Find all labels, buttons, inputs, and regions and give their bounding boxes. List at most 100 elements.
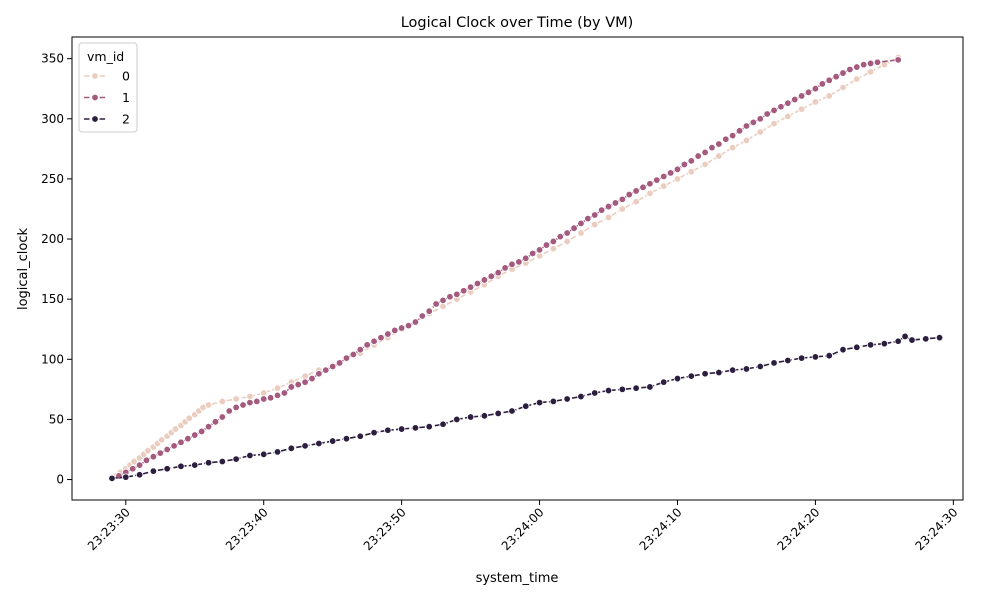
data-point-1-81 — [666, 169, 675, 177]
legend: vm_id 0 1 2 — [78, 42, 138, 133]
data-point-1-111 — [873, 58, 882, 66]
data-point-1-46 — [425, 307, 433, 315]
data-point-2-58 — [901, 332, 909, 341]
data-point-0-61 — [756, 128, 764, 136]
data-point-2-55 — [866, 341, 875, 349]
data-point-1-12 — [191, 431, 199, 439]
data-point-1-42 — [397, 324, 406, 332]
data-point-2-28 — [494, 409, 502, 418]
data-point-1-64 — [549, 237, 558, 246]
data-point-1-58 — [508, 260, 516, 268]
data-point-2-40 — [660, 378, 668, 386]
data-point-2-29 — [508, 407, 516, 415]
y-tick-label: 350 — [41, 52, 64, 66]
data-point-1-35 — [349, 350, 358, 359]
data-point-2-20 — [384, 426, 392, 434]
chart-title: Logical Clock over Time (by VM) — [401, 15, 634, 31]
data-point-0-5 — [130, 457, 138, 466]
data-point-2-4 — [163, 465, 171, 473]
data-point-1-85 — [694, 152, 702, 160]
data-point-1-98 — [784, 99, 792, 107]
data-point-2-53 — [839, 345, 847, 354]
data-point-2-27 — [480, 412, 489, 420]
x-axis-label: system_time — [476, 571, 559, 586]
data-point-1-59 — [515, 258, 523, 266]
data-point-1-80 — [660, 172, 668, 181]
y-axis: 0 50 100 150 200 250 300 350 — [41, 52, 72, 487]
data-point-1-73 — [611, 199, 620, 207]
data-point-1-33 — [335, 359, 344, 367]
data-point-0-70 — [880, 60, 889, 69]
data-point-1-112 — [894, 56, 902, 64]
data-point-0-14 — [171, 425, 180, 433]
data-point-1-66 — [563, 229, 571, 237]
data-point-0-59 — [728, 143, 737, 152]
y-tick-label: 250 — [41, 172, 64, 186]
data-point-2-46 — [742, 365, 751, 373]
data-point-1-49 — [446, 293, 454, 301]
data-point-2-15 — [315, 439, 323, 448]
data-point-2-25 — [453, 415, 461, 424]
data-point-1-84 — [687, 157, 695, 165]
data-point-0-22 — [218, 397, 227, 406]
data-point-1-10 — [177, 438, 185, 446]
data-point-1-25 — [280, 389, 289, 397]
data-point-1-30 — [315, 370, 323, 378]
data-point-1-50 — [453, 290, 461, 299]
data-point-2-39 — [646, 383, 654, 391]
data-point-0-28 — [301, 372, 309, 380]
data-point-1-52 — [466, 283, 475, 291]
data-point-0-54 — [660, 182, 668, 190]
data-point-1-38 — [370, 337, 378, 345]
data-point-1-37 — [363, 341, 371, 349]
data-point-1-72 — [604, 202, 613, 211]
data-point-1-44 — [411, 318, 420, 326]
data-point-1-82 — [673, 165, 682, 173]
data-point-2-26 — [466, 413, 475, 421]
data-point-2-33 — [563, 395, 571, 403]
data-point-1-61 — [528, 249, 537, 258]
legend-marker-0 — [91, 72, 99, 80]
data-point-2-54 — [853, 343, 861, 351]
data-point-1-21 — [253, 397, 261, 406]
data-point-1-8 — [163, 445, 171, 454]
data-point-2-19 — [370, 428, 378, 437]
data-point-1-6 — [149, 453, 158, 461]
data-point-0-63 — [784, 112, 792, 121]
data-point-2-52 — [825, 351, 833, 360]
plot-area — [108, 53, 944, 483]
data-point-0-21 — [204, 401, 213, 409]
data-point-2-37 — [618, 385, 627, 394]
data-point-1-13 — [197, 427, 206, 436]
data-point-0-51 — [618, 205, 627, 213]
data-point-2-0 — [108, 474, 116, 483]
data-point-1-62 — [535, 246, 544, 254]
data-point-1-110 — [866, 59, 875, 68]
data-point-2-44 — [715, 368, 723, 377]
legend-title: vm_id — [87, 49, 124, 64]
data-point-2-38 — [632, 384, 640, 392]
data-point-2-17 — [342, 434, 351, 443]
data-point-2-30 — [522, 402, 530, 410]
data-point-1-87 — [708, 143, 716, 152]
data-point-1-90 — [728, 131, 737, 140]
data-point-0-47 — [563, 237, 571, 246]
data-point-0-68 — [853, 75, 861, 83]
data-point-1-7 — [156, 449, 164, 457]
data-point-1-20 — [246, 398, 254, 407]
data-point-2-51 — [811, 353, 820, 361]
data-point-2-1 — [122, 473, 130, 481]
data-point-2-57 — [894, 337, 902, 345]
data-point-2-56 — [880, 339, 889, 348]
data-point-1-92 — [742, 122, 751, 130]
data-point-2-49 — [784, 356, 792, 365]
data-point-1-74 — [618, 195, 627, 204]
data-point-1-100 — [797, 92, 806, 100]
data-point-0-49 — [591, 220, 599, 229]
data-point-2-9 — [232, 455, 240, 463]
data-point-2-2 — [135, 471, 144, 479]
data-point-2-36 — [604, 386, 613, 395]
data-point-1-39 — [377, 333, 385, 342]
data-point-1-9 — [170, 442, 178, 450]
